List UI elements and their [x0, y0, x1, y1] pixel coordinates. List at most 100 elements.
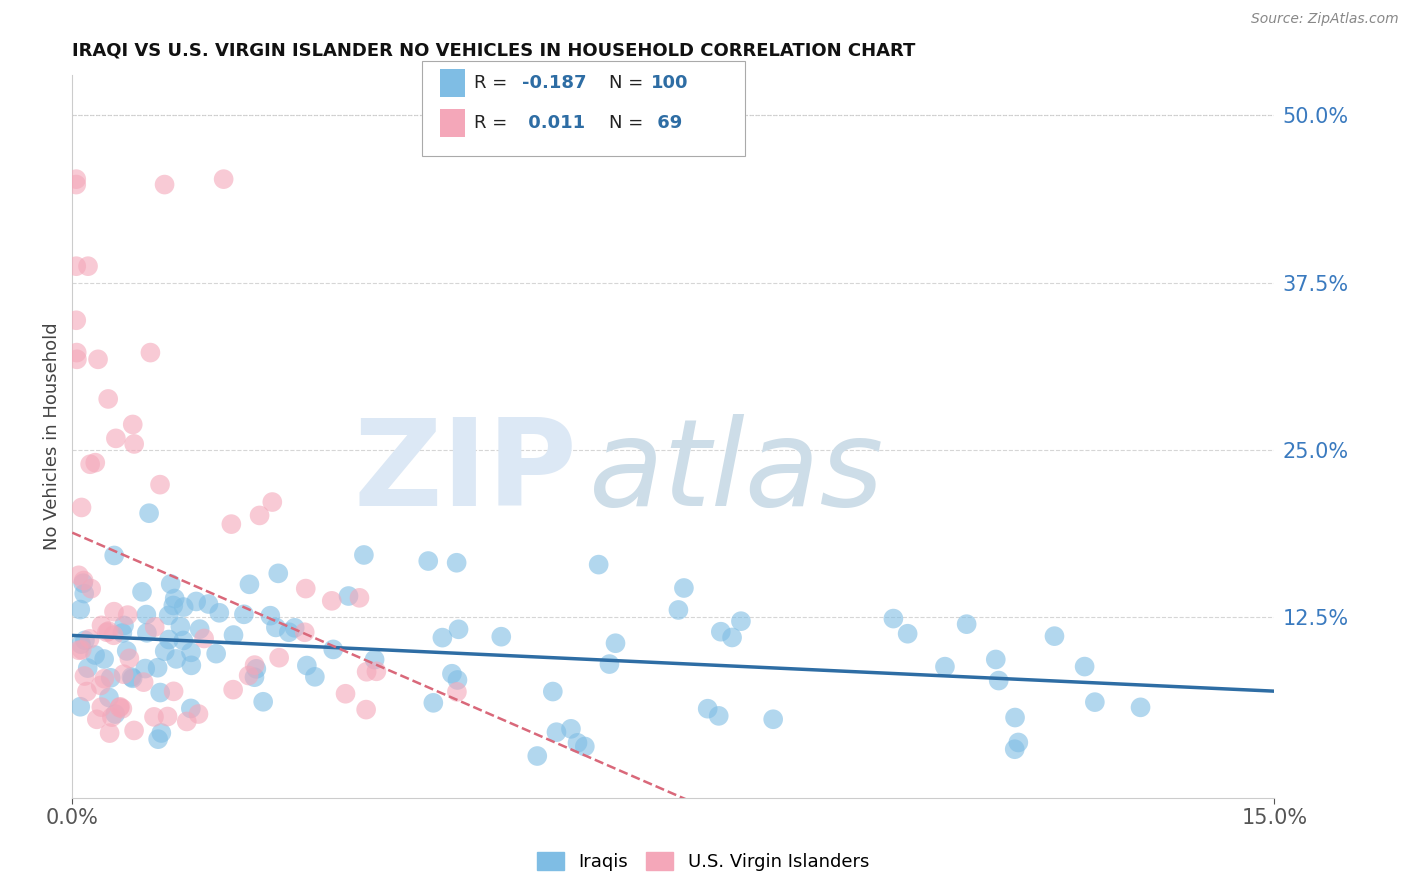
Point: [205, 647, 228, 661]
Point: [710, 624, 733, 639]
Point: [121, 417, 143, 432]
Point: [112, 667, 135, 681]
Point: [187, 706, 209, 721]
Point: [598, 657, 620, 671]
Point: [349, 591, 371, 605]
Point: [1007, 735, 1029, 749]
Point: [238, 668, 260, 682]
Point: [440, 666, 463, 681]
Point: [1084, 695, 1107, 709]
Text: atlas: atlas: [589, 414, 884, 531]
Text: 0.011: 0.011: [522, 114, 585, 132]
Point: [108, 700, 131, 714]
Text: N =: N =: [609, 114, 648, 132]
Point: [356, 665, 378, 679]
Point: [73, 633, 96, 648]
Point: [1073, 659, 1095, 673]
Point: [162, 599, 184, 613]
Point: [104, 431, 127, 445]
Point: [67, 568, 90, 582]
Point: [98, 690, 121, 705]
Point: [79, 632, 101, 646]
Point: [560, 722, 582, 736]
Point: [72, 576, 94, 591]
Point: [159, 577, 181, 591]
Point: [117, 608, 139, 623]
Text: IRAQI VS U.S. VIRGIN ISLANDER NO VEHICLES IN HOUSEHOLD CORRELATION CHART: IRAQI VS U.S. VIRGIN ISLANDER NO VEHICLE…: [72, 42, 915, 60]
Point: [546, 725, 568, 739]
Point: [132, 675, 155, 690]
Point: [422, 696, 444, 710]
Point: [87, 352, 110, 367]
Point: [69, 699, 91, 714]
Point: [897, 626, 920, 640]
Text: 100: 100: [651, 74, 689, 92]
Point: [103, 549, 125, 563]
Point: [163, 591, 186, 606]
Text: R =: R =: [474, 74, 513, 92]
Point: [762, 712, 785, 726]
Point: [245, 662, 267, 676]
Point: [135, 607, 157, 622]
Point: [249, 508, 271, 523]
Point: [98, 726, 121, 740]
Point: [139, 345, 162, 359]
Point: [277, 625, 299, 640]
Point: [135, 625, 157, 640]
Point: [120, 670, 142, 684]
Point: [696, 701, 718, 715]
Point: [447, 622, 470, 636]
Point: [238, 577, 260, 591]
Point: [294, 582, 316, 596]
Point: [122, 723, 145, 738]
Point: [143, 710, 166, 724]
Point: [66, 345, 89, 359]
Point: [73, 586, 96, 600]
Point: [252, 695, 274, 709]
Point: [956, 617, 979, 632]
Point: [70, 500, 93, 515]
Point: [90, 678, 112, 692]
Point: [176, 714, 198, 729]
Point: [90, 700, 112, 714]
Point: [157, 608, 180, 623]
Point: [987, 673, 1010, 688]
Point: [90, 618, 112, 632]
Point: [96, 625, 118, 640]
Point: [304, 670, 326, 684]
Point: [84, 456, 107, 470]
Y-axis label: No Vehicles in Household: No Vehicles in Household: [44, 323, 60, 550]
Point: [121, 671, 143, 685]
Point: [118, 651, 141, 665]
Point: [446, 685, 468, 699]
Point: [526, 749, 548, 764]
Point: [269, 650, 291, 665]
Point: [672, 581, 695, 595]
Point: [262, 495, 284, 509]
Point: [180, 658, 202, 673]
Point: [111, 626, 134, 640]
Point: [363, 652, 385, 666]
Point: [221, 517, 243, 532]
Point: [446, 673, 468, 687]
Point: [432, 631, 454, 645]
Point: [984, 652, 1007, 666]
Point: [93, 672, 115, 686]
Point: [354, 703, 377, 717]
Point: [79, 457, 101, 471]
Point: [111, 701, 134, 715]
Point: [707, 709, 730, 723]
Point: [353, 548, 375, 562]
Point: [76, 684, 98, 698]
Point: [70, 642, 93, 657]
Point: [65, 313, 87, 327]
Point: [112, 618, 135, 632]
Point: [222, 628, 245, 642]
Point: [65, 259, 87, 273]
Point: [188, 622, 211, 636]
Point: [143, 620, 166, 634]
Point: [72, 574, 94, 588]
Point: [103, 628, 125, 642]
Point: [153, 644, 176, 658]
Point: [605, 636, 627, 650]
